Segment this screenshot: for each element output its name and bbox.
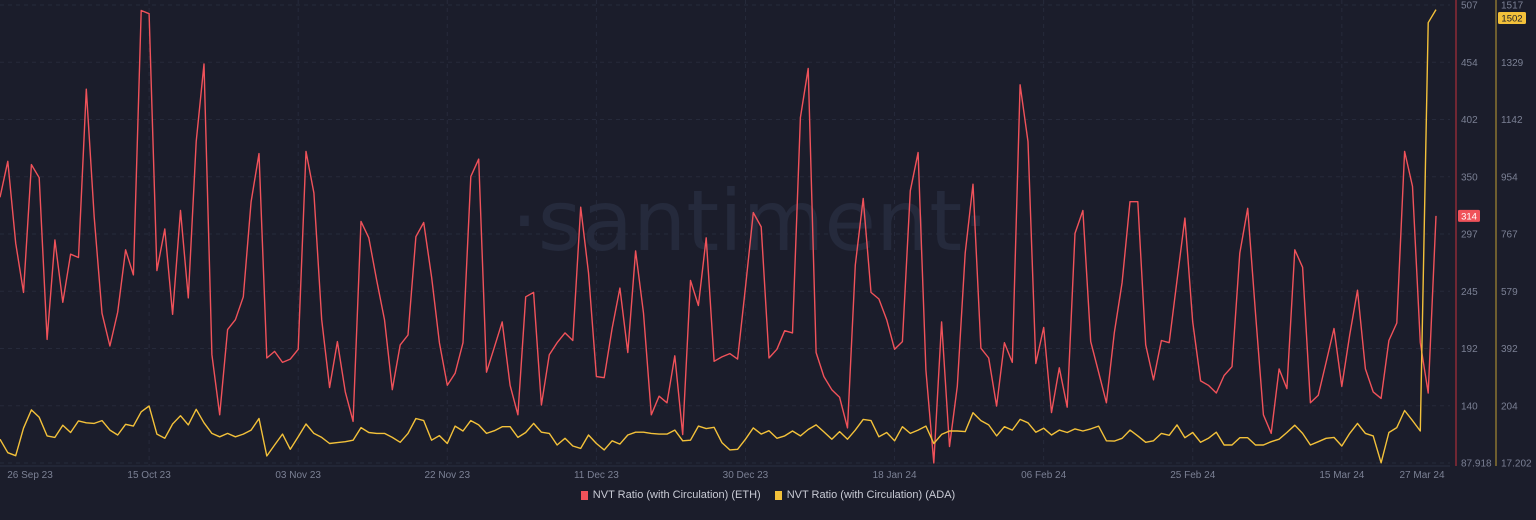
x-tick-label: 15 Oct 23 [127,470,171,481]
x-axis: 26 Sep 23 15 Oct 23 03 Nov 23 22 Nov 23 11 D… [7,470,1445,481]
x-tick-label: 15 Mar 24 [1319,470,1364,481]
eth-last-value-badge [1458,209,1480,222]
ada-y-tick-label: 579 [1501,287,1518,298]
legend-item-eth[interactable]: NVT Ratio (with Circulation) (ETH) [580,489,761,501]
series-lines [0,9,1437,464]
eth-y-tick-label: 350 [1461,172,1478,183]
ada-y-tick-label: 1142 [1501,115,1523,126]
ada-y-tick-label: 204 [1501,401,1518,412]
ada-y-tick-label: 17.202 [1501,459,1532,470]
eth-y-tick-label: 140 [1461,401,1478,412]
x-tick-label: 25 Feb 24 [1170,470,1215,481]
ada-y-tick-label: 767 [1501,230,1518,241]
legend: NVT Ratio (with Circulation) (ETH) NVT R… [0,489,1536,501]
eth-last-value-text: 314 [1461,211,1477,222]
ada-last-value-text: 1502 [1501,14,1522,25]
x-tick-label: 27 Mar 24 [1399,470,1444,481]
x-tick-label: 26 Sep 23 [7,470,53,481]
eth-nvt-line [0,9,1437,464]
x-tick-label: 11 Dec 23 [574,470,619,481]
x-tick-label: 30 Dec 23 [723,470,769,481]
eth-y-tick-label: 402 [1461,115,1478,126]
legend-label-eth: NVT Ratio (with Circulation) (ETH) [592,489,761,501]
eth-y-tick-label: 245 [1461,287,1478,298]
x-tick-label: 18 Jan 24 [873,470,917,481]
ada-y-tick-label: 1517 [1501,1,1524,12]
ada-y-tick-label: 392 [1501,344,1518,355]
eth-y-tick-label: 297 [1461,230,1478,241]
ada-y-tick-label: 1329 [1501,58,1524,69]
axes: 507 454 402 350 297 245 192 140 87.918 314 1517 132… [1455,0,1532,470]
legend-label-ada: NVT Ratio (with Circulation) (ADA) [786,489,956,501]
eth-y-tick-label: 192 [1461,344,1478,355]
ada-swatch-icon [774,490,782,500]
x-tick-label: 03 Nov 23 [275,470,321,481]
eth-y-tick-label: 507 [1461,1,1478,12]
eth-swatch-icon [580,490,588,500]
grid [0,0,1450,467]
eth-y-tick-label: 87.918 [1461,459,1492,470]
x-tick-label: 06 Feb 24 [1021,470,1066,481]
ada-y-tick-label: 954 [1501,172,1518,183]
legend-item-ada[interactable]: NVT Ratio (with Circulation) (ADA) [774,489,956,501]
x-tick-label: 22 Nov 23 [424,470,470,481]
ada-nvt-line [0,9,1437,464]
eth-y-tick-label: 454 [1461,58,1478,69]
ada-last-value-badge [1498,12,1526,24]
